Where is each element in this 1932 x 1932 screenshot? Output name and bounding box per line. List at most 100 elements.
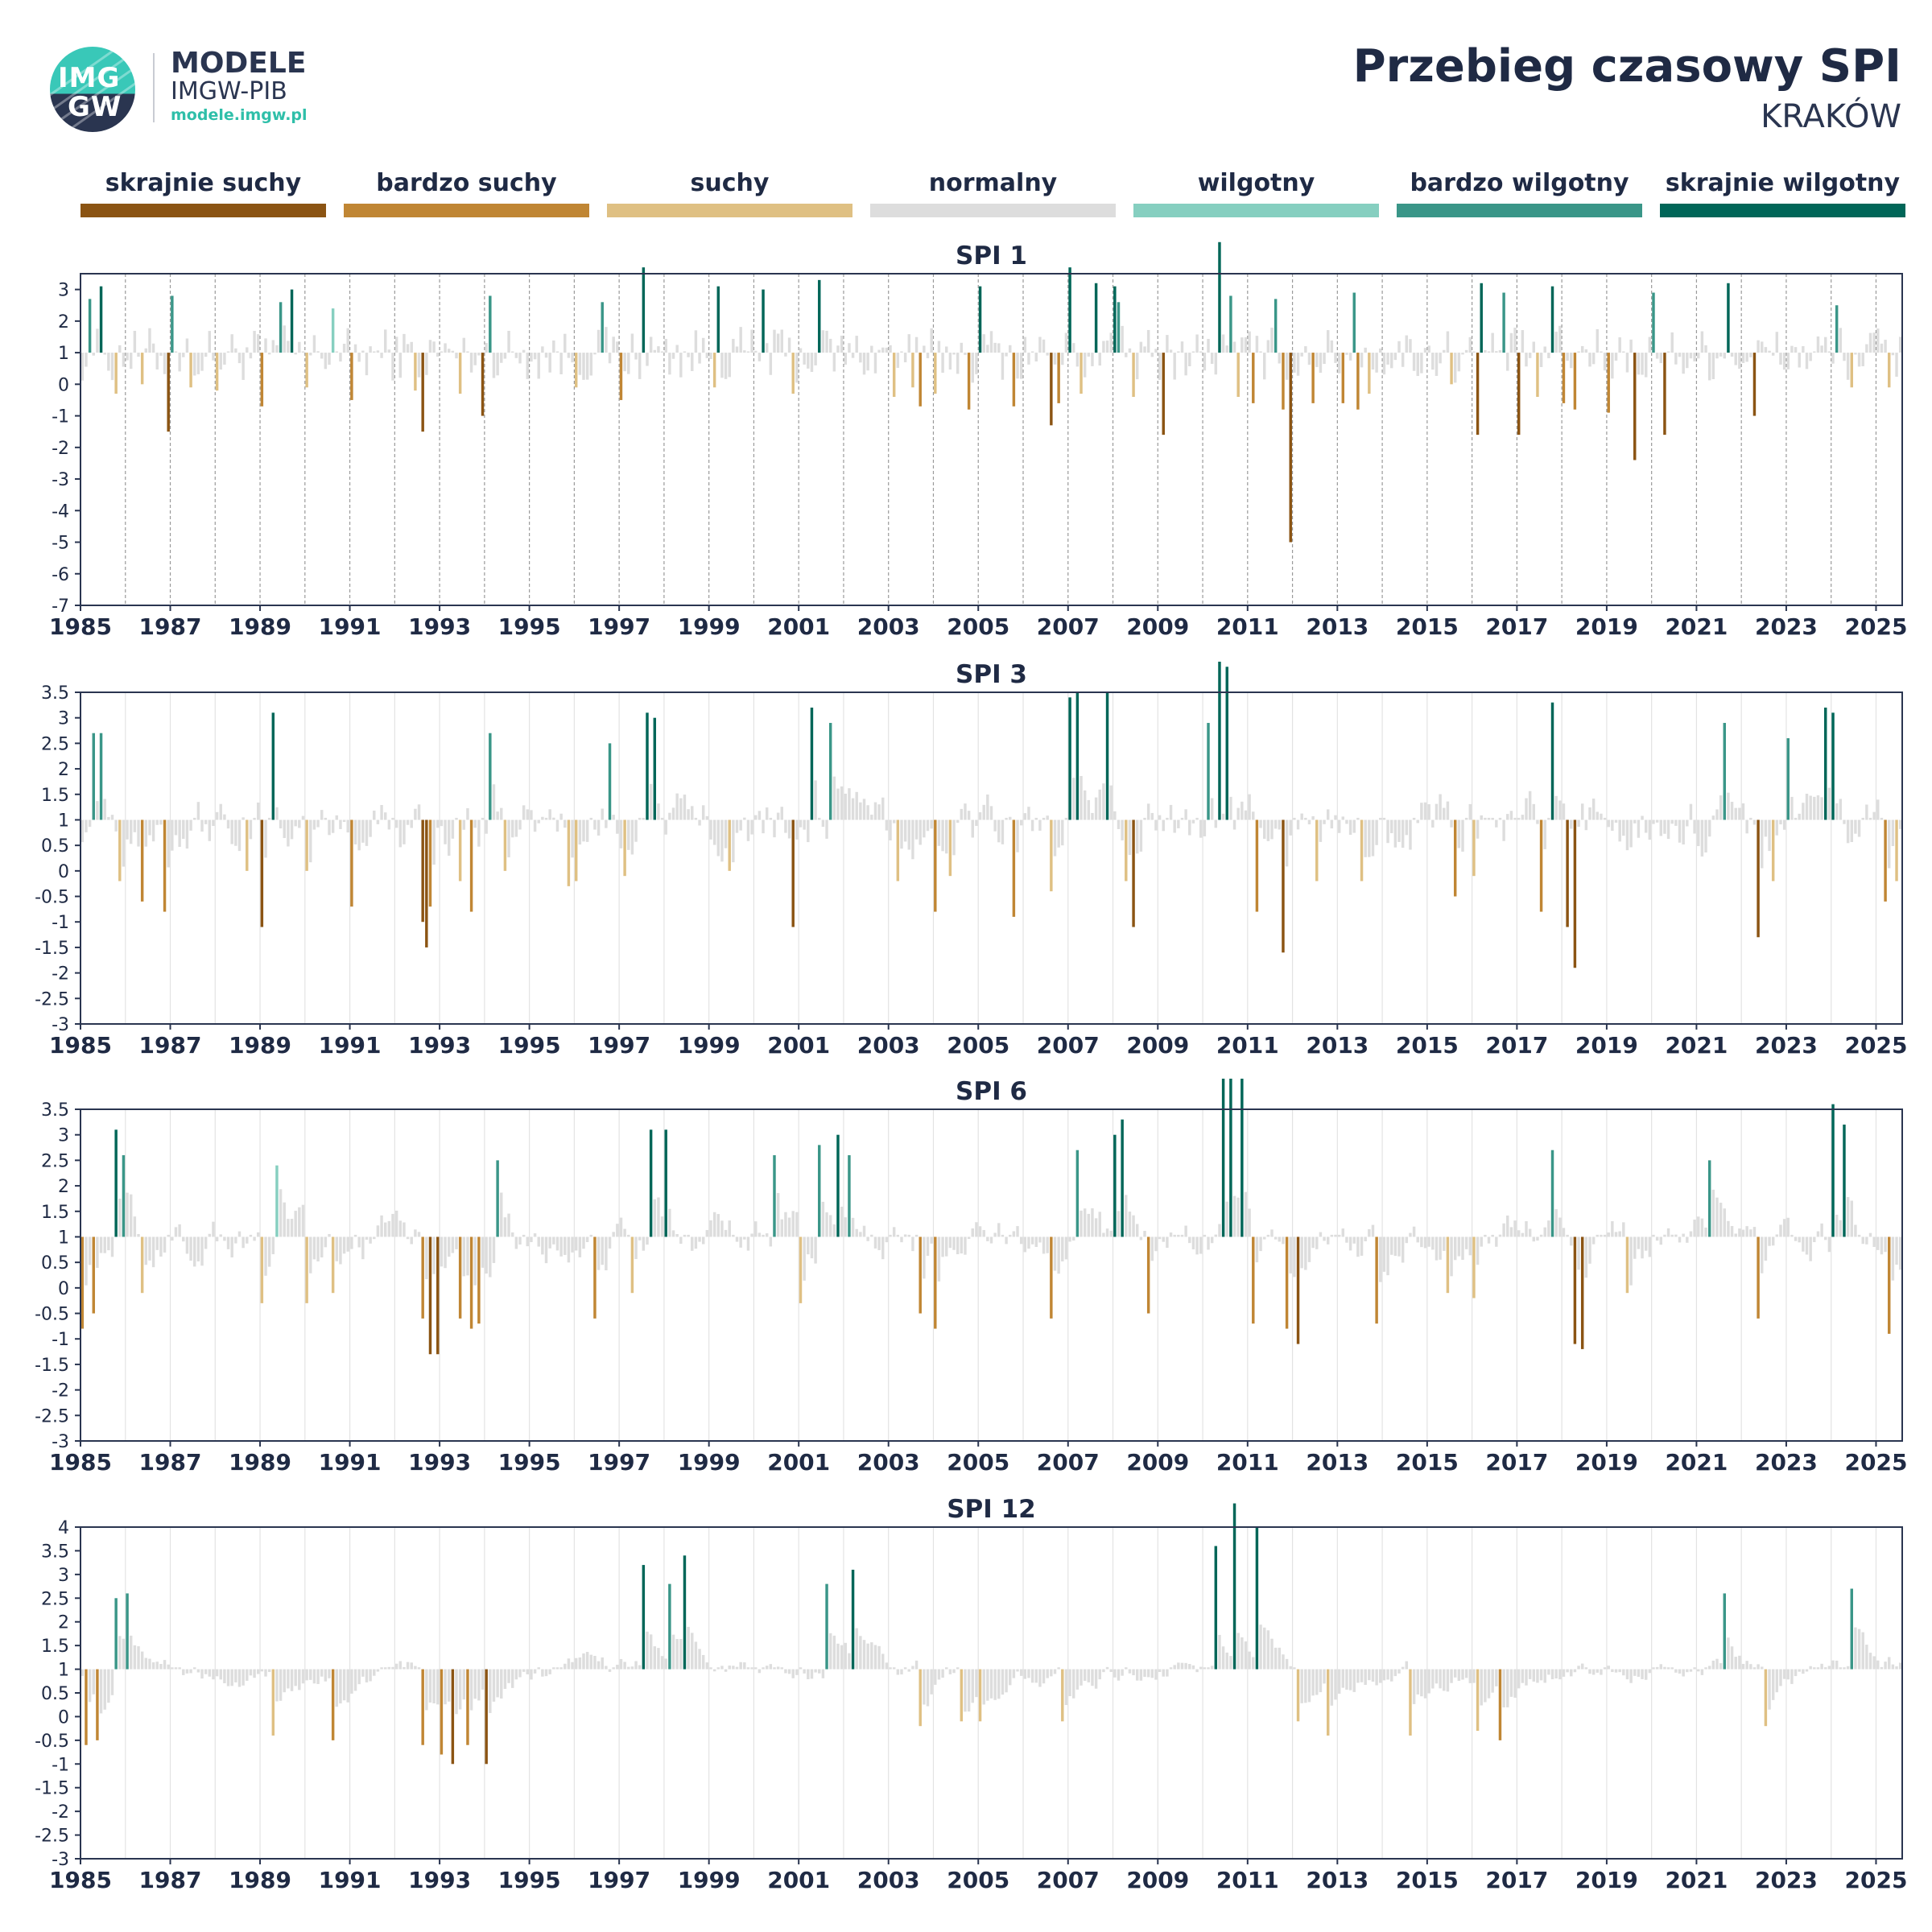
spi-bar [1816, 1231, 1820, 1237]
spi-bar [1502, 292, 1505, 353]
spi-bar [1061, 819, 1064, 846]
spi-bar [1895, 1666, 1898, 1670]
spi-bar [1464, 817, 1468, 820]
spi-bar [873, 353, 877, 374]
spi-bar [533, 353, 537, 360]
spi-bar [1625, 819, 1629, 851]
spi-bar [698, 1649, 701, 1670]
spi-bar [1001, 819, 1005, 844]
spi-bar [85, 353, 88, 367]
spi-bar [503, 353, 507, 359]
spi-bar [473, 1236, 477, 1286]
spi-bar [567, 353, 571, 358]
spi-bar [1177, 819, 1180, 828]
spi-bar [144, 348, 148, 353]
spi-bar [1707, 1666, 1711, 1670]
spi-bar [1405, 1236, 1409, 1244]
spi-bar [1262, 819, 1266, 839]
spi-bar [578, 353, 582, 375]
spi-bar [481, 1236, 485, 1268]
spi-bar [623, 353, 626, 372]
spi-bar [941, 1236, 944, 1257]
spi-bar [342, 819, 346, 823]
spi-bar [92, 1669, 95, 1695]
spi-bar [1861, 1236, 1864, 1245]
x-tick-label: 2017 [1485, 1032, 1548, 1059]
spi-bar [555, 1236, 559, 1251]
x-tick-label: 1997 [588, 1449, 650, 1476]
spi-bar [1715, 1197, 1719, 1237]
spi-bar [1341, 1228, 1345, 1237]
spi-bar [552, 340, 555, 353]
spi-bar [1629, 339, 1633, 353]
spi-bar [335, 815, 339, 820]
legend-item-skrajnie-suchy: skrajnie suchy [80, 169, 326, 217]
spi-bar [937, 1236, 941, 1282]
spi-bar [642, 267, 646, 353]
spi-bar [237, 1669, 242, 1687]
x-tick-label: 2001 [767, 1032, 830, 1059]
x-tick-label: 2013 [1306, 1449, 1368, 1476]
spi-bar [1584, 819, 1588, 831]
spi-bar [1839, 1220, 1843, 1237]
imgw-logo-icon[interactable]: IMG GW [50, 47, 135, 132]
spi-bar [1296, 1669, 1300, 1722]
spi-bar [1782, 1669, 1786, 1679]
spi-bar [787, 1669, 791, 1674]
spi-bar [1734, 1233, 1737, 1237]
spi-bar [1734, 353, 1737, 365]
spi-bar [743, 350, 746, 353]
spi-bar [585, 1652, 589, 1670]
spi-bar [1180, 1234, 1184, 1237]
spi-bar [436, 1236, 440, 1355]
spi-bar [324, 817, 328, 820]
spi-bar [1389, 1669, 1393, 1682]
brand-url-link[interactable]: modele.imgw.pl [171, 106, 308, 124]
spi-bar [1715, 1658, 1719, 1670]
spi-bar [1244, 810, 1248, 820]
spi-bar [712, 353, 716, 388]
spi-bar [1150, 1236, 1154, 1261]
spi-bar [866, 353, 869, 371]
spi-bar [1591, 799, 1596, 820]
spi-bar [163, 1236, 167, 1253]
spi-bar [1824, 1667, 1827, 1670]
spi-bar [328, 819, 331, 836]
spi-bar [1625, 1236, 1629, 1294]
x-tick-label: 1987 [139, 1449, 202, 1476]
spi-bar [215, 1669, 219, 1677]
spi-bar [967, 811, 971, 820]
y-tick-label: -1.5 [35, 939, 69, 959]
spi-bar [1319, 819, 1323, 842]
legend-label: skrajnie wilgotny [1665, 169, 1901, 197]
spi-bar [571, 819, 574, 858]
spi-bar [724, 353, 728, 379]
spi-bar [402, 333, 406, 353]
spi-bar [1019, 819, 1023, 826]
spi-bar [1468, 803, 1472, 820]
spi-bar [1180, 341, 1184, 353]
spi-bar [555, 1667, 559, 1670]
spi-bar [750, 819, 753, 835]
spi-bar [776, 812, 780, 820]
spi-bar [1570, 353, 1573, 369]
spi-bar [204, 819, 208, 824]
x-tick-label: 2025 [1845, 1449, 1908, 1476]
spi-bar [855, 1628, 858, 1670]
spi-bar [1719, 1663, 1723, 1670]
x-tick-label: 1985 [49, 613, 112, 640]
spi-bar [1334, 1669, 1337, 1700]
spi-bar [877, 1645, 881, 1670]
legend-item-bardzo-suchy: bardzo suchy [344, 169, 589, 217]
spi-bar [903, 353, 907, 363]
spi-bar [342, 344, 346, 353]
spi-bar [1195, 1669, 1199, 1673]
spi-bar [1180, 817, 1184, 820]
spi-bar [133, 1645, 137, 1670]
spi-bar [1666, 819, 1670, 840]
spi-bar [634, 1236, 638, 1260]
spi-bar [361, 819, 365, 843]
spi-bar [425, 353, 428, 375]
spi-bar [1423, 1236, 1427, 1249]
spi-bar [249, 819, 253, 840]
